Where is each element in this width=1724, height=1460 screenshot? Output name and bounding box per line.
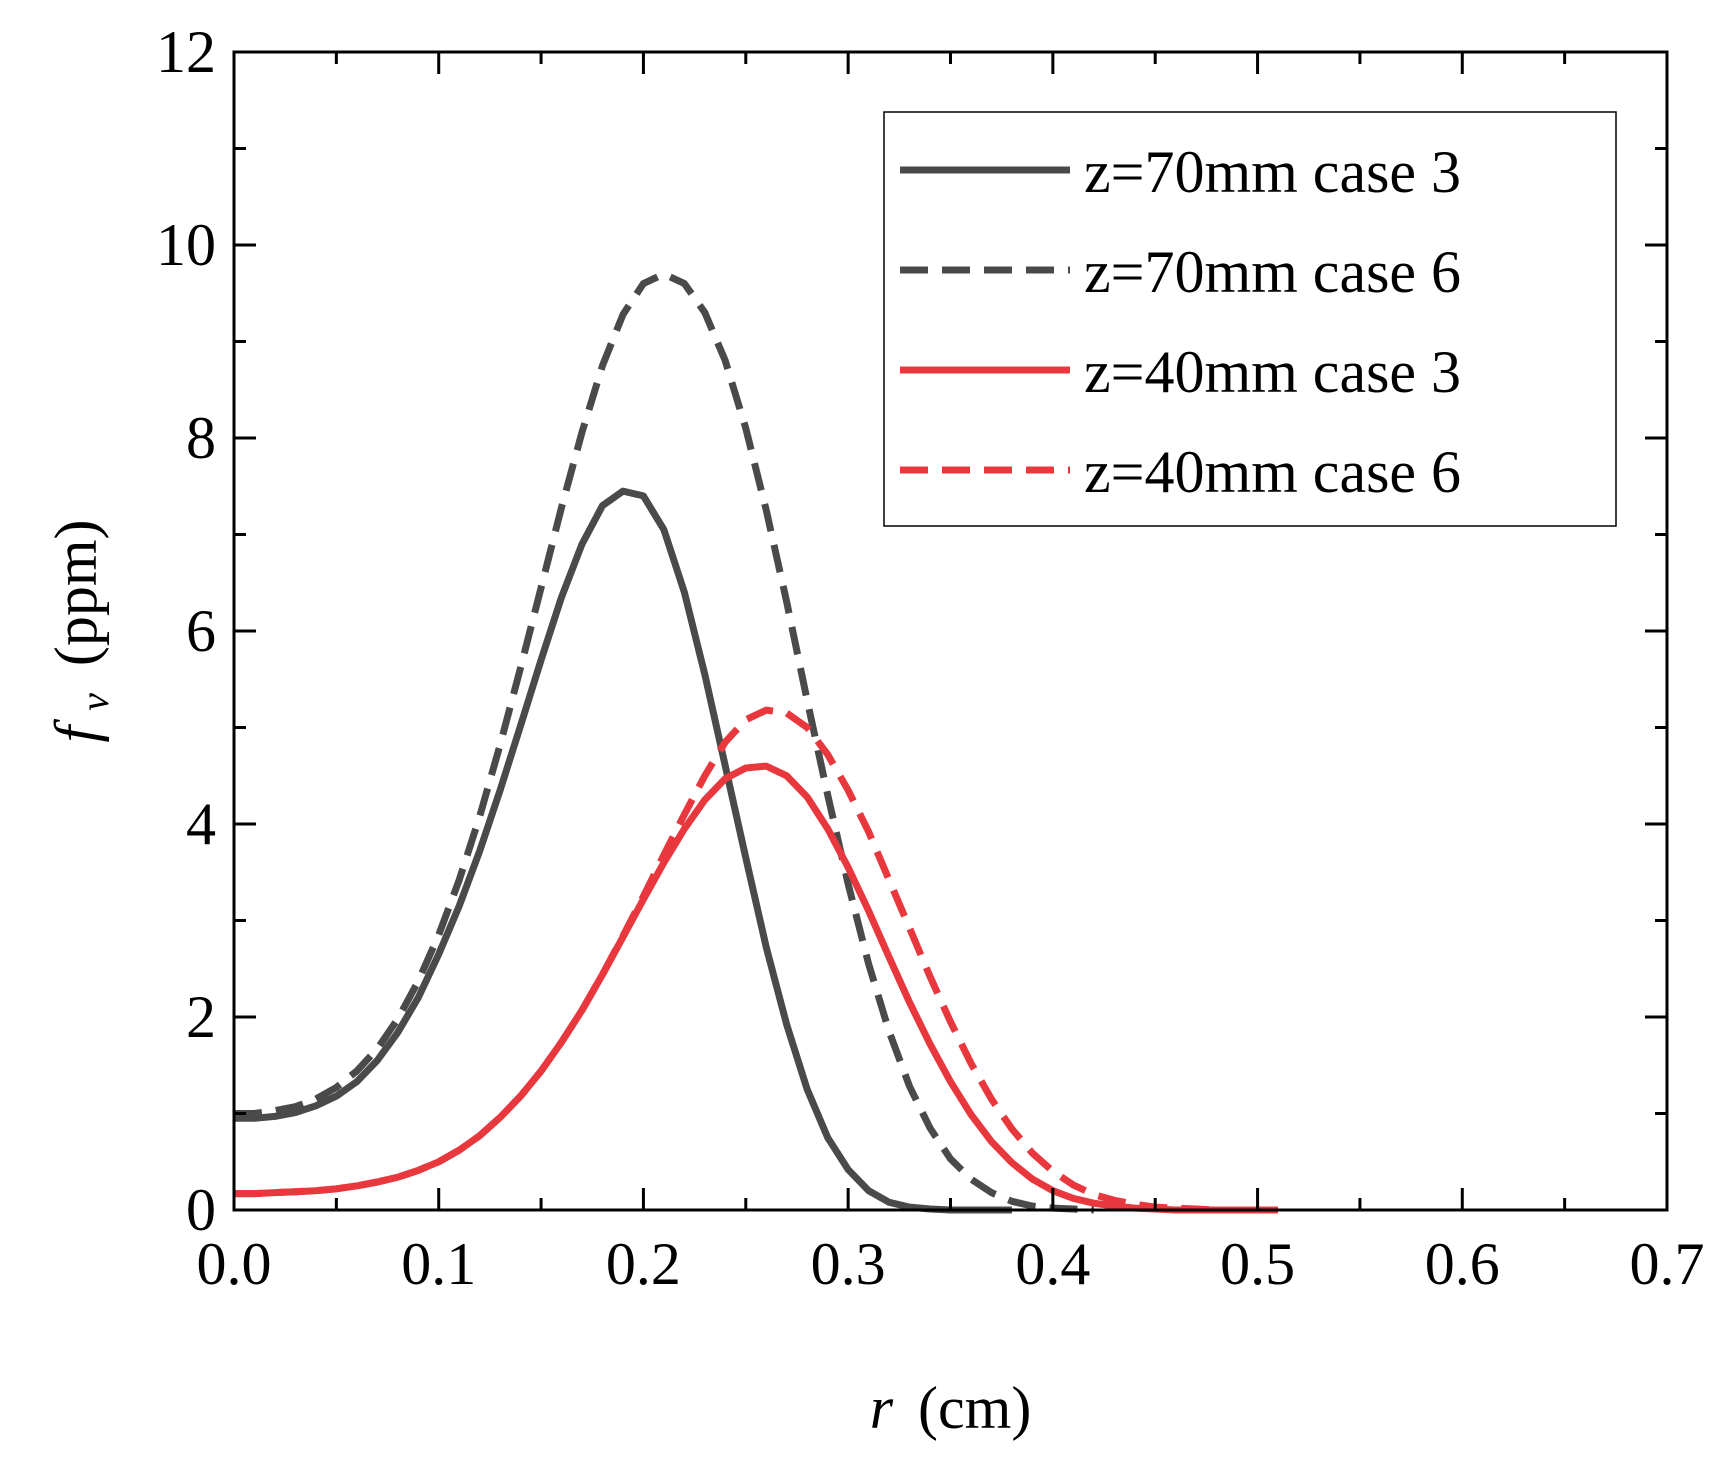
legend-label-4: z=40mm case 6 [1084,439,1461,505]
y-tick-label: 2 [186,984,216,1050]
x-tick-label: 0.3 [811,1231,886,1297]
series-line-1 [234,487,1012,1214]
legend-label-1: z=70mm case 3 [1084,139,1461,205]
x-axis-title: r (cm) [870,1375,1032,1441]
x-tick-label: 0.2 [606,1231,681,1297]
y-tick-label: 12 [156,19,216,85]
series-layer [234,270,1278,1214]
y-tick-label: 4 [186,791,216,857]
legend: z=70mm case 3 z=70mm case 6 z=40mm case 3 z… [883,111,1617,527]
y-tick-label: 0 [186,1177,216,1243]
ticks-layer: 0.0 0.1 0.2 0.3 0.4 0.5 0.6 0.7 0 2 4 6 8 10 12 [156,19,1705,1297]
x-tick-label: 0.0 [197,1231,272,1297]
legend-label-2: z=70mm case 6 [1084,239,1461,305]
legend-label-3: z=40mm case 3 [1084,339,1461,405]
series-line-3 [234,762,1278,1214]
y-tick-label: 10 [156,212,216,278]
x-axis-unit: (cm) [918,1375,1031,1441]
y-tick-label: 6 [186,598,216,664]
x-tick-label: 0.5 [1220,1231,1295,1297]
series-line-4 [234,706,1278,1214]
x-axis-var: r [870,1375,894,1441]
series-line-2 [234,270,1094,1214]
y-tick-label: 8 [186,405,216,471]
y-axis-title: f v (ppm) [43,519,121,742]
x-tick-label: 0.7 [1630,1231,1705,1297]
y-axis-unit: (ppm) [43,519,109,666]
legend-box [883,111,1617,527]
x-tick-label: 0.6 [1425,1231,1500,1297]
y-axis-sub: v [72,693,117,711]
y-axis-var: f [43,719,109,743]
x-tick-label: 0.1 [401,1231,476,1297]
x-tick-label: 0.4 [1015,1231,1090,1297]
